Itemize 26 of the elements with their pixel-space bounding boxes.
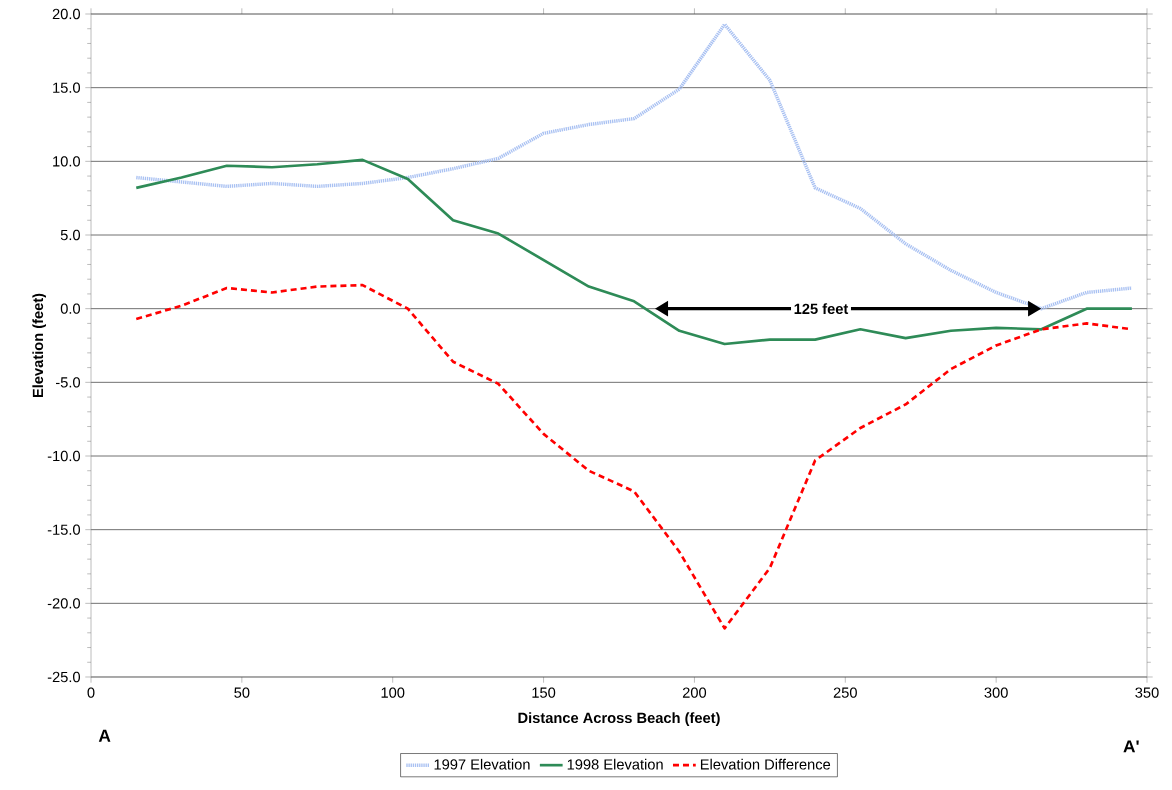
y-tick-label: 20.0: [52, 8, 81, 20]
x-tick-label: 150: [532, 687, 556, 698]
x-tick-label: 0: [87, 687, 95, 698]
legend-label: 1998 Elevation: [567, 758, 663, 770]
legend-label: Elevation Difference: [700, 758, 831, 770]
y-tick-label: 15.0: [53, 82, 81, 93]
legend-label: 1997 Elevation: [434, 758, 530, 770]
x-tick-label: 250: [833, 687, 857, 698]
y-tick-label: -5.0: [55, 377, 81, 388]
y-tick-label: -25.0: [47, 671, 81, 683]
annotation: 125 feet: [794, 303, 849, 315]
y-tick-label: -20.0: [47, 598, 81, 609]
x-axis-title: Distance Across Beach (feet): [518, 712, 720, 726]
x-tick-label: 300: [984, 687, 1008, 698]
x-tick-label: 100: [381, 687, 405, 698]
y-axis-title: Elevation (feet): [32, 293, 46, 398]
y-tick-label: -10.0: [47, 450, 81, 462]
y-tick-label: 10.0: [53, 156, 81, 167]
y-tick-label: 5.0: [60, 229, 81, 241]
y-tick-label: -15.0: [47, 524, 81, 535]
text: A': [1123, 740, 1139, 753]
x-tick-label: 200: [682, 687, 707, 698]
x-tick-label: 350: [1135, 687, 1159, 698]
y-tick-label: 0.0: [60, 303, 81, 314]
x-tick-label: 50: [234, 687, 250, 698]
text: A: [98, 729, 111, 742]
